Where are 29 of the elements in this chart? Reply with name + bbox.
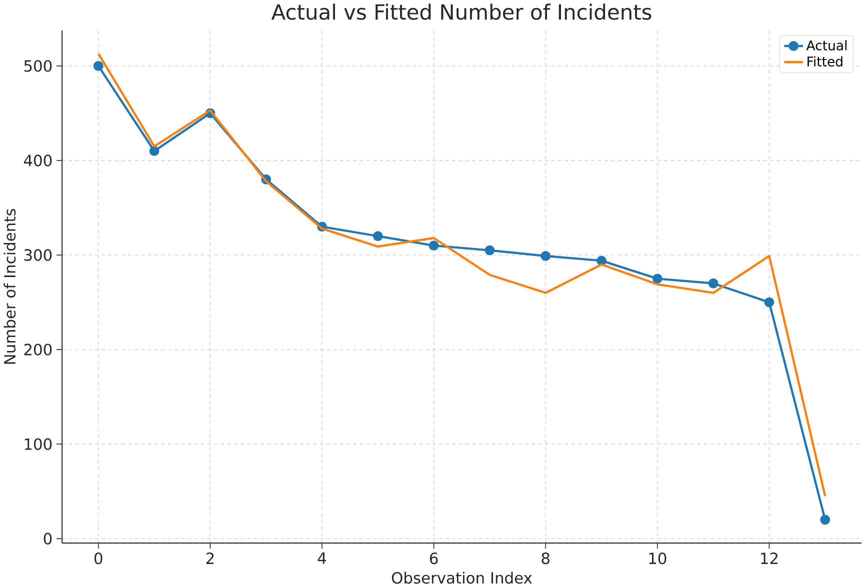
y-axis-title: Number of Incidents [4,208,16,364]
point [484,245,495,256]
point [652,274,662,284]
x-tick-label: 4 [318,552,326,564]
y-tick-label: 400 [24,154,52,166]
x-tick-label: 8 [542,552,550,564]
x-tick-label: 2 [206,552,214,564]
y-tick-label: 500 [24,60,52,72]
point [708,278,718,288]
x-tick-label: 0 [94,552,102,564]
point [428,240,439,250]
y-tick-label: 200 [24,344,52,356]
x-tick-label: 12 [761,552,778,564]
point [596,256,606,266]
point [820,514,830,525]
legend-label: Fitted [808,56,842,66]
point [372,230,383,241]
chart-title: Actual vs Fitted Number of Incidents [271,3,652,20]
y-tick-label: 0 [44,532,52,544]
point [764,297,774,308]
x-axis-title: Observation Index [392,572,532,584]
y-tick-label: 100 [24,438,52,450]
y-tick-label: 300 [24,248,52,261]
x-tick-label: 10 [649,552,666,564]
legend-label: Actual [806,40,847,50]
x-tick-label: 6 [430,552,438,564]
point [93,60,104,71]
point [149,146,160,156]
point [540,250,551,261]
